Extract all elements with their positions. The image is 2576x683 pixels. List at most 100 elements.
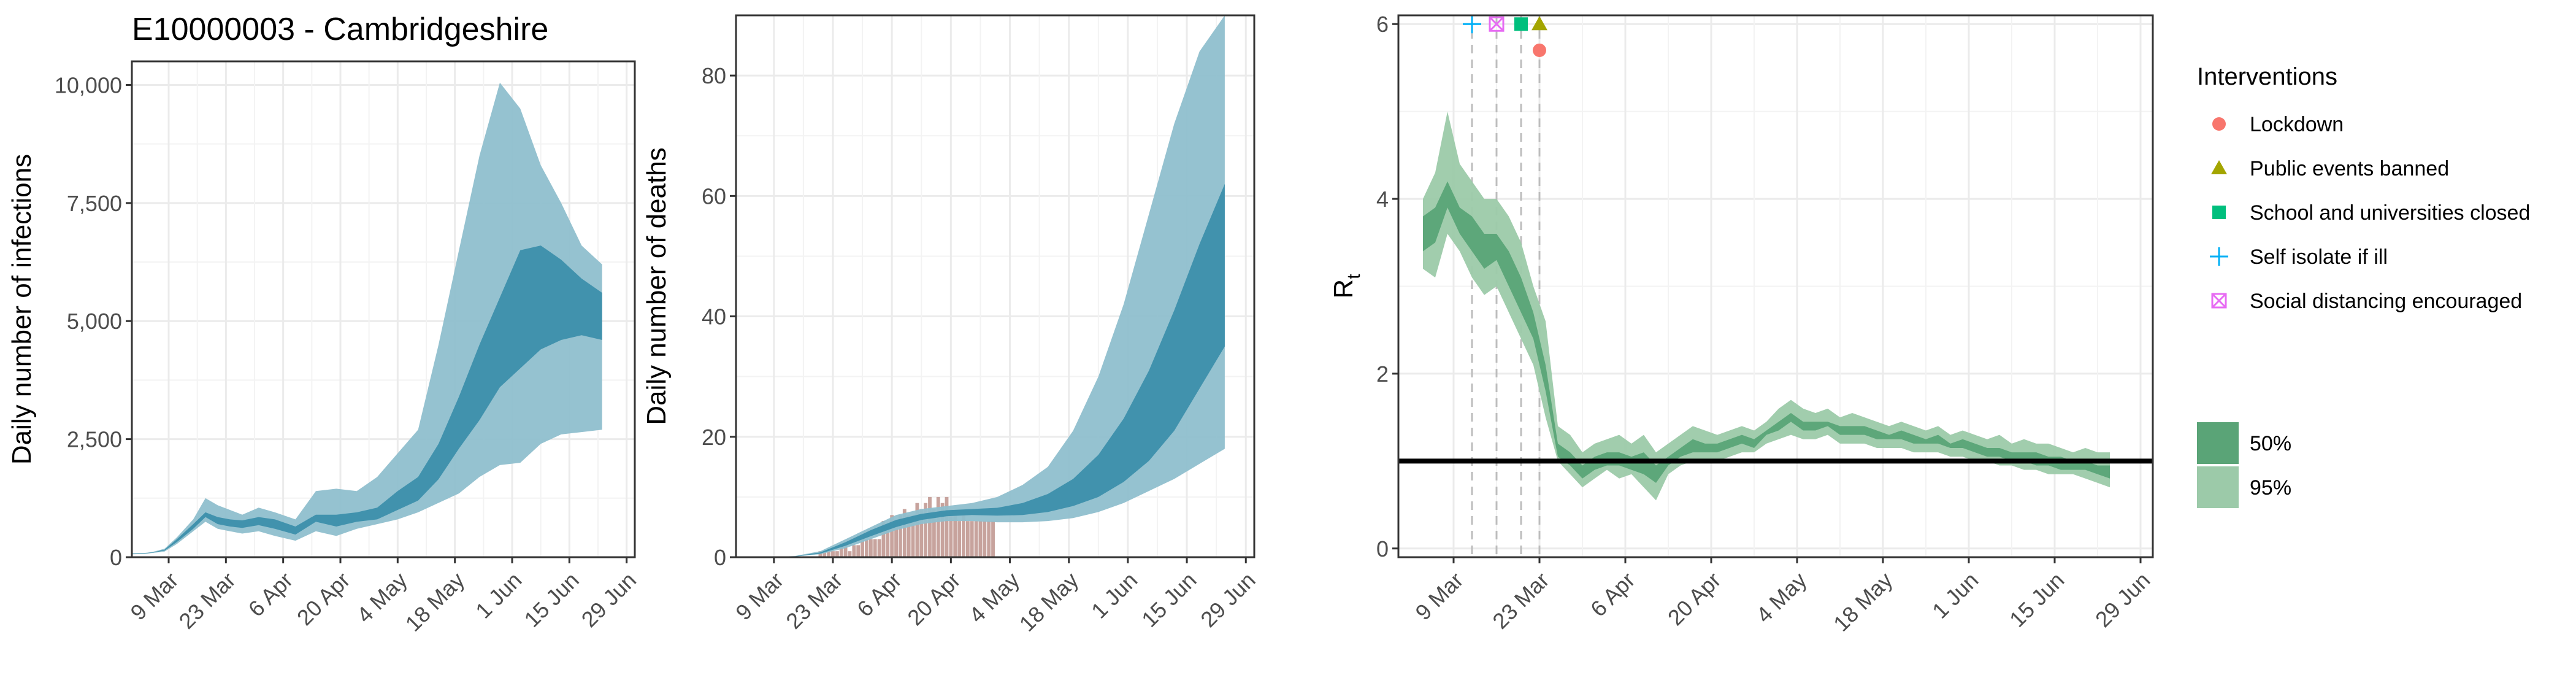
death-bar bbox=[945, 496, 949, 557]
death-bar bbox=[987, 521, 991, 557]
death-bar bbox=[873, 539, 877, 557]
legend-ci-items: 50% 95% bbox=[2197, 422, 2291, 508]
x-tick-label: 1 Jun bbox=[1086, 567, 1142, 623]
x-tick-label: 9 Mar bbox=[1410, 567, 1468, 625]
legend-ci-label: 95% bbox=[2250, 476, 2291, 500]
y-axis-label: Rt bbox=[1328, 274, 1364, 299]
death-bar bbox=[932, 509, 936, 557]
y-tick-label: 2,500 bbox=[67, 427, 122, 452]
legend-label-self_isolate: Self isolate if ill bbox=[2250, 245, 2388, 269]
x-tick-label: 15 Jun bbox=[2004, 567, 2069, 631]
death-bar bbox=[965, 521, 970, 557]
death-bar bbox=[919, 509, 924, 557]
death-bar bbox=[902, 509, 907, 557]
legend-label-social_distancing: Social distancing encouraged bbox=[2250, 290, 2522, 313]
x-tick-label: 18 May bbox=[1014, 567, 1083, 636]
death-bar bbox=[839, 545, 843, 557]
x-tick-label: 18 May bbox=[1828, 567, 1897, 636]
death-bar bbox=[911, 515, 915, 557]
x-tick-label: 6 Apr bbox=[1585, 567, 1639, 621]
x-tick-label: 1 Jun bbox=[470, 567, 526, 623]
legend-marker-public_events bbox=[2211, 160, 2227, 174]
death-bar bbox=[899, 515, 902, 557]
death-bar bbox=[907, 515, 911, 557]
x-tick-label: 15 Jun bbox=[519, 567, 583, 631]
legend-label-lockdown: Lockdown bbox=[2250, 113, 2344, 136]
marker-cross-b bbox=[2211, 293, 2227, 309]
ci-band-50 bbox=[736, 183, 1225, 557]
death-bar bbox=[978, 521, 983, 557]
x-tick-label: 23 Mar bbox=[781, 567, 847, 633]
legend-marker-schools bbox=[2212, 206, 2226, 219]
death-bar bbox=[953, 515, 957, 557]
y-axis-label: Daily number of deaths bbox=[642, 147, 672, 425]
legend-ci-label: 50% bbox=[2250, 432, 2291, 455]
y-tick-label: 0 bbox=[110, 545, 122, 570]
legend-swatch-95 bbox=[2197, 466, 2239, 508]
x-tick-label: 4 May bbox=[1751, 567, 1811, 627]
gridlines bbox=[132, 61, 635, 558]
death-bar bbox=[822, 551, 827, 557]
legend-label-schools: School and universities closed bbox=[2250, 201, 2530, 225]
marker-circle bbox=[1533, 43, 1546, 57]
x-tick-label: 18 May bbox=[401, 567, 469, 636]
death-bar bbox=[894, 521, 898, 557]
legend: Interventions Lockdown Public events bann… bbox=[2197, 63, 2530, 508]
marker-self_isolate bbox=[1463, 15, 1481, 34]
x-tick-label: 20 Apr bbox=[1663, 567, 1726, 630]
death-bar bbox=[924, 503, 928, 557]
death-bar bbox=[890, 515, 894, 557]
marker-square bbox=[2212, 206, 2226, 219]
legend-marker-social_distancing bbox=[2211, 293, 2227, 309]
marker-lockdown bbox=[1533, 43, 1546, 57]
y-tick-label: 7,500 bbox=[67, 191, 122, 216]
death-bar bbox=[936, 496, 940, 557]
x-tick-label: 20 Apr bbox=[292, 567, 355, 630]
death-bar bbox=[868, 539, 873, 557]
panel-frame bbox=[131, 60, 636, 558]
marker-box bbox=[2211, 293, 2227, 309]
marker-circle bbox=[2212, 117, 2226, 131]
death-bar bbox=[856, 545, 861, 557]
panel-rt: 0 2 4 6 9 Mar 23 Mar 6 Apr 20 Apr 4 May 18 May 1 J… bbox=[1328, 12, 2155, 636]
marker-social_distancing bbox=[1489, 16, 1505, 32]
death-bar bbox=[827, 551, 831, 557]
y-tick-label: 2 bbox=[1376, 361, 1389, 387]
legend-intervention-items: Lockdown Public events banned School and u… bbox=[2210, 113, 2530, 313]
ci-band-50 bbox=[132, 245, 602, 554]
death-bar bbox=[915, 503, 919, 557]
marker-triangle bbox=[2211, 160, 2227, 174]
marker-public_events bbox=[1531, 16, 1547, 31]
marker-square bbox=[1514, 17, 1528, 31]
marker-triangle bbox=[1531, 16, 1547, 31]
x-tick-label: 29 Jun bbox=[1195, 567, 1260, 631]
y-tick-label: 20 bbox=[702, 425, 726, 450]
death-bar bbox=[957, 521, 962, 557]
legend-marker-self_isolate bbox=[2210, 247, 2228, 266]
y-tick-label: 6 bbox=[1376, 12, 1389, 37]
legend-swatch-50 bbox=[2197, 422, 2239, 464]
death-bar bbox=[974, 521, 978, 557]
ci-band-95 bbox=[736, 15, 1225, 557]
death-bar bbox=[881, 521, 886, 557]
x-tick-label: 29 Jun bbox=[2090, 567, 2155, 631]
death-bar bbox=[877, 539, 881, 557]
x-tick-label: 9 Mar bbox=[730, 567, 788, 625]
x-tick-label: 6 Apr bbox=[852, 567, 906, 621]
marker-schools bbox=[1514, 17, 1528, 31]
marker-cross-b bbox=[1489, 17, 1505, 32]
y-tick-label: 0 bbox=[1376, 536, 1389, 561]
y-tick-label: 0 bbox=[714, 545, 726, 570]
legend-label-public_events: Public events banned bbox=[2250, 157, 2449, 180]
y-tick-label: 5,000 bbox=[67, 309, 122, 334]
x-tick-label: 29 Jun bbox=[577, 567, 641, 631]
y-tick-label: 60 bbox=[702, 183, 726, 209]
x-tick-label: 20 Apr bbox=[902, 567, 965, 630]
panel-frame bbox=[735, 14, 1255, 558]
death-bar bbox=[928, 496, 932, 557]
y-tick-label: 10,000 bbox=[55, 72, 122, 98]
death-bar bbox=[886, 527, 890, 557]
